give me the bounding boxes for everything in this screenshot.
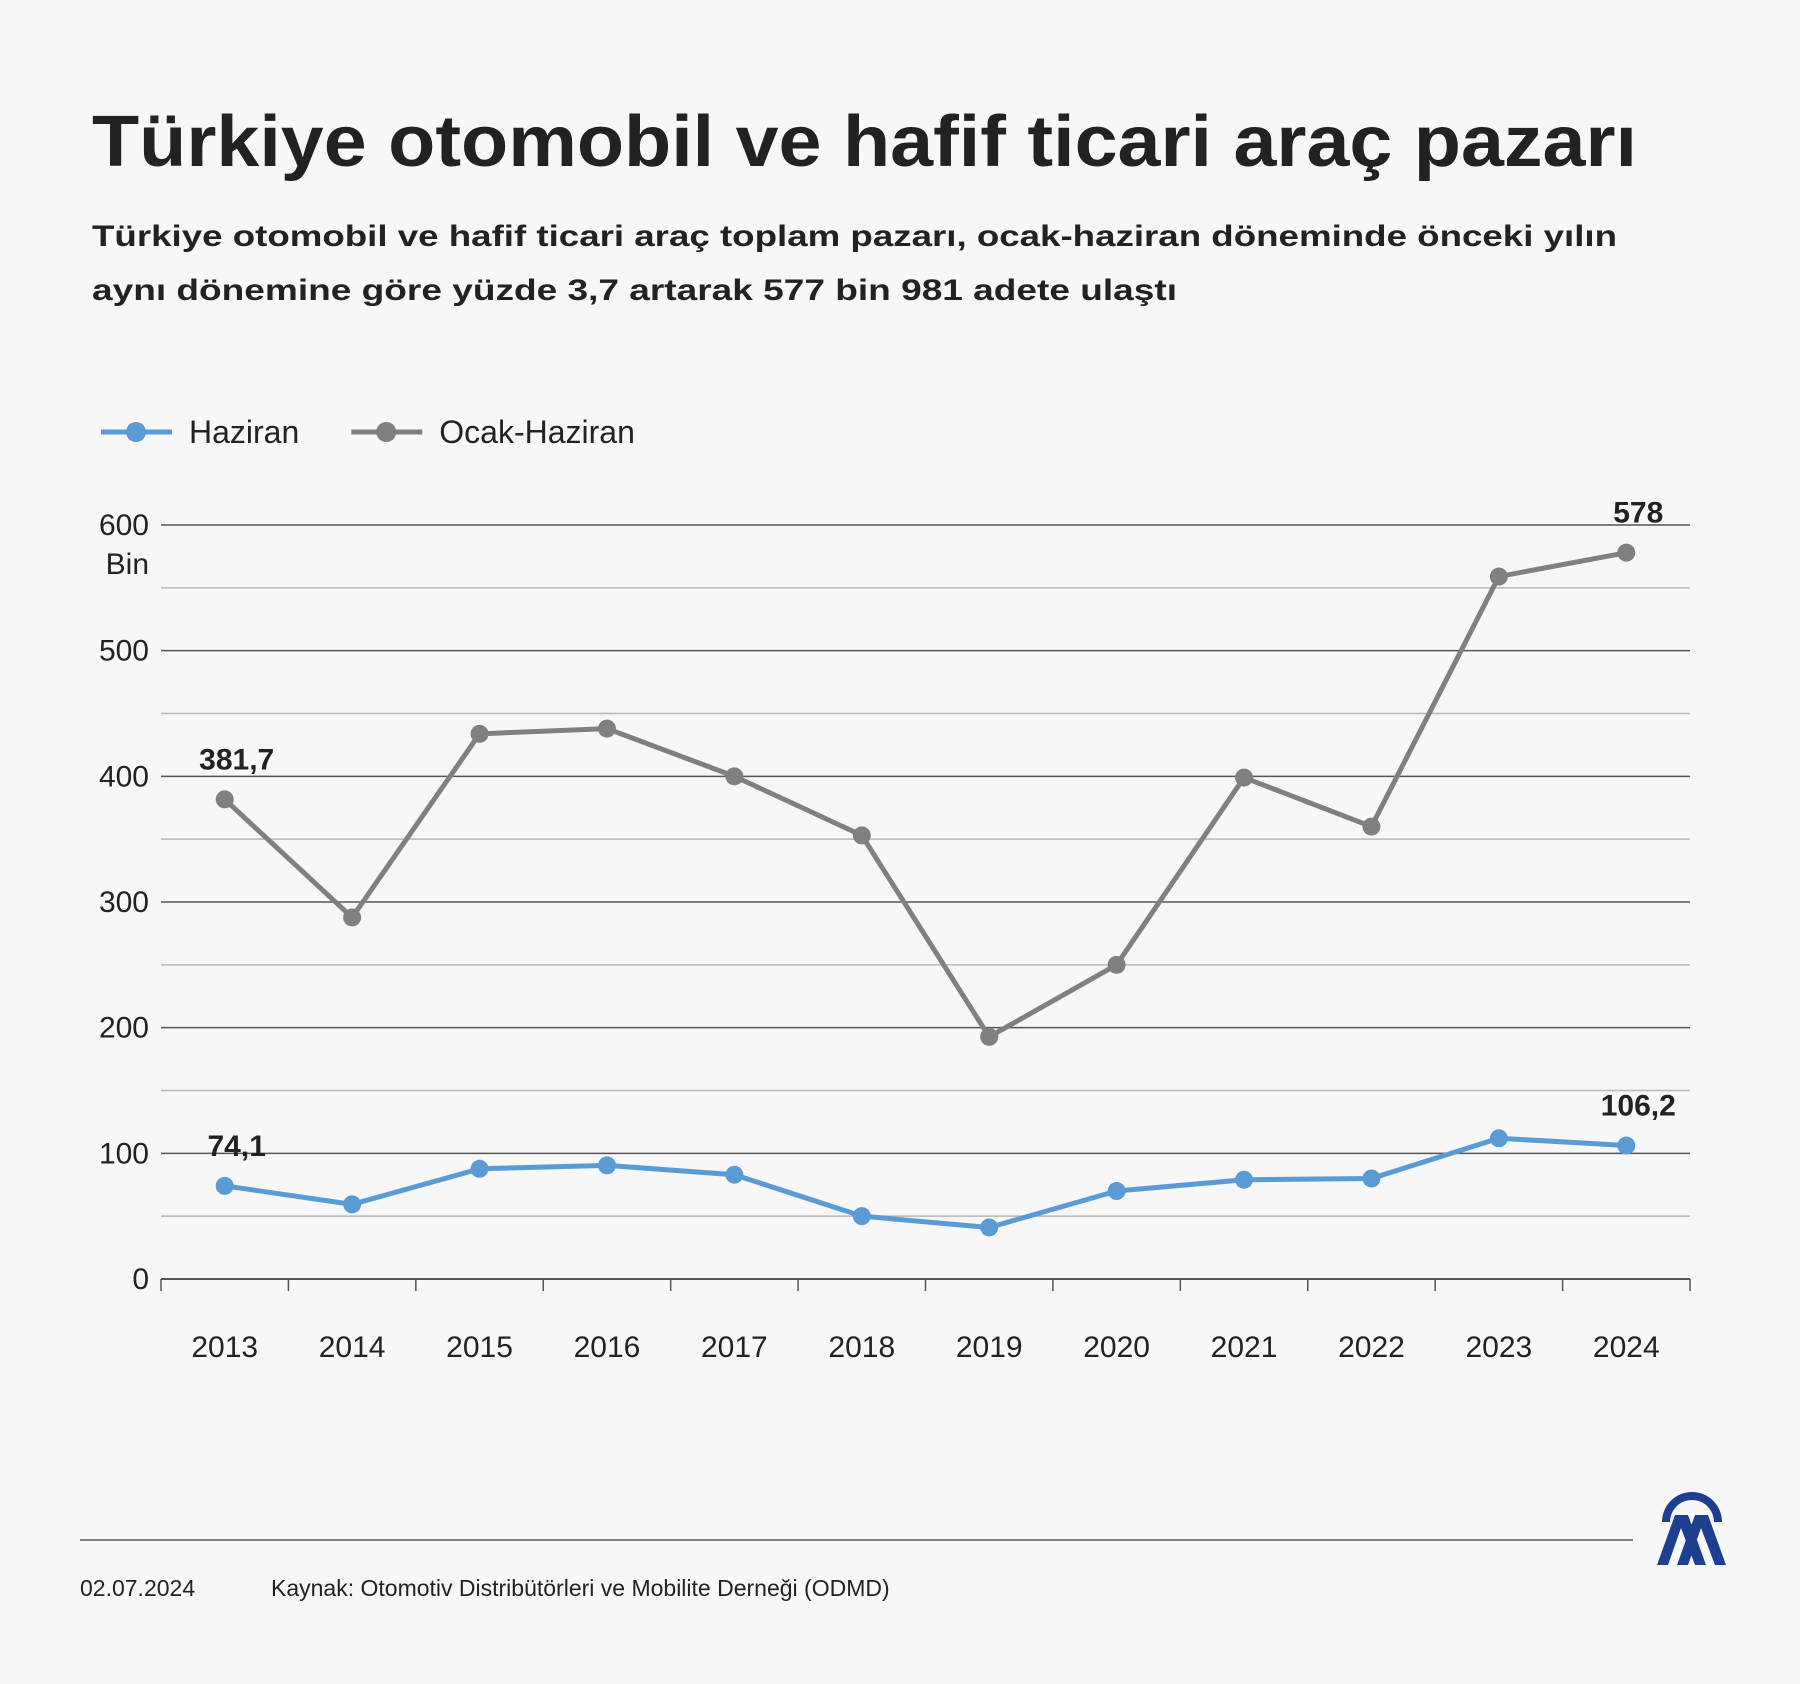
x-tick-label: 2013 [191,1331,258,1364]
x-tick-label: 2014 [319,1331,386,1364]
data-point [343,1195,362,1214]
data-point [980,1218,999,1237]
x-tick-label: 2019 [956,1331,1023,1364]
data-point [1617,543,1636,562]
data-point [725,767,744,786]
data-point [470,724,489,743]
legend-marker [126,422,146,442]
data-point [1107,955,1126,974]
y-tick-label: 200 [99,1012,149,1045]
logo-a [1677,1515,1726,1565]
data-point [1489,567,1508,586]
data-point [1362,1169,1381,1188]
y-tick-label: 600 [99,509,149,542]
data-point [1362,817,1381,836]
data-point [597,1156,616,1175]
title: Türkiye otomobil ve hafif ticari araç pa… [92,102,1637,182]
data-point [1617,1136,1636,1155]
legend-label: Haziran [189,414,299,450]
y-tick-label: 400 [99,760,149,793]
data-point [1235,1170,1254,1189]
subtitle: aynı dönemine göre yüzde 3,7 artarak 577… [92,274,1177,307]
data-point [725,1165,744,1184]
series-line [224,1135,1627,1230]
y-tick-label: 300 [99,886,149,919]
x-tick-label: 2018 [828,1331,895,1364]
legend-label: Ocak-Haziran [439,414,635,450]
data-point [1235,768,1254,787]
data-point [215,790,234,809]
data-label: 381,7 [199,743,274,776]
x-tick-label: 2017 [701,1331,768,1364]
footer-source: Kaynak: Otomotiv Distribütörleri ve Mobi… [271,1575,890,1601]
x-tick-label: 2021 [1211,1331,1278,1364]
data-label: 106,2 [1601,1090,1676,1123]
logo-a [1657,1515,1706,1565]
y-tick-label: 0 [132,1263,149,1296]
data-point [980,1027,999,1046]
series-line [223,550,1627,1040]
logo [1657,1492,1726,1565]
data-point [597,719,616,738]
data-point [343,908,362,927]
y-unit: Bin [106,548,149,581]
data-point [852,1207,871,1226]
x-tick-label: 2015 [446,1331,513,1364]
subtitle: Türkiye otomobil ve hafif ticari araç to… [92,220,1617,253]
data-point [470,1159,489,1178]
x-tick-label: 2020 [1083,1331,1150,1364]
footer-date: 02.07.2024 [80,1575,195,1601]
x-tick-label: 2023 [1466,1331,1533,1364]
data-label: 74,1 [208,1130,266,1163]
x-tick-label: 2016 [574,1331,641,1364]
x-tick-label: 2024 [1593,1331,1660,1364]
data-point [852,826,871,845]
data-point [1489,1129,1508,1148]
y-tick-label: 500 [99,635,149,668]
x-tick-label: 2022 [1338,1331,1405,1364]
data-label: 578 [1613,497,1663,530]
logo-arc [1662,1492,1722,1522]
data-point [215,1176,234,1195]
data-point [1107,1182,1126,1201]
y-tick-label: 100 [99,1137,149,1170]
legend-marker [376,422,397,442]
